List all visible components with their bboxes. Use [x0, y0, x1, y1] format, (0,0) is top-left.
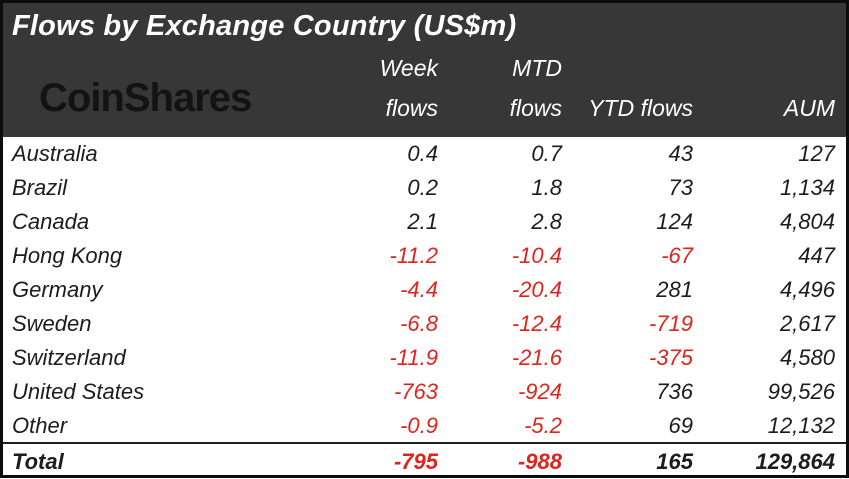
country-label: Other	[12, 412, 68, 438]
ytd-flows-value: -375	[648, 345, 693, 371]
country-label: Germany	[12, 277, 103, 303]
week-flows-value: -11.2	[389, 243, 438, 269]
mtd-flows-value: -20.4	[511, 277, 562, 303]
country-label: Australia	[12, 141, 98, 167]
table-title-row: Flows by Exchange Country (US$m)	[3, 3, 846, 49]
aum-value: 4,804	[779, 209, 835, 235]
week-flows-value: -11.9	[389, 345, 438, 371]
table-row-total: Total -795 -988 165 129,864	[3, 442, 846, 479]
week-flows-value: 0.2	[407, 175, 438, 201]
week-flows-value: -763	[393, 379, 438, 405]
country-label: Sweden	[12, 311, 92, 337]
mtd-flows-value: 2.8	[531, 209, 562, 235]
total-week-flows-value: -795	[306, 442, 444, 479]
coinshares-logo: CoinShares	[39, 75, 252, 120]
ytd-flows-value: -67	[661, 243, 693, 269]
aum-value: 2,617	[779, 311, 835, 337]
table-row-other: Other -0.9 -5.2 69 12,132	[3, 409, 846, 443]
week-flows-value: -6.8	[400, 311, 438, 337]
ytd-flows-value: -719	[648, 311, 693, 337]
table-row-canada: Canada 2.1 2.8 124 4,804	[3, 205, 846, 239]
table-row-brazil: Brazil 0.2 1.8 73 1,134	[3, 171, 846, 205]
mtd-flows-value: -12.4	[511, 311, 562, 337]
page-title: Flows by Exchange Country (US$m)	[3, 3, 846, 49]
total-aum-value: 129,864	[699, 442, 846, 479]
logo-cell: CoinShares	[3, 49, 306, 138]
aum-value: 127	[798, 141, 835, 167]
total-label: Total	[3, 442, 306, 479]
table-row-united-states: United States -763 -924 736 99,526	[3, 375, 846, 409]
aum-value: 12,132	[767, 412, 835, 438]
week-flows-value: -0.9	[400, 412, 438, 438]
table-row-switzerland: Switzerland -11.9 -21.6 -375 4,580	[3, 341, 846, 375]
aum-value: 4,580	[779, 345, 835, 371]
ytd-flows-value: 69	[668, 412, 693, 438]
table-row-germany: Germany -4.4 -20.4 281 4,496	[3, 273, 846, 307]
ytd-flows-value: 281	[656, 277, 693, 303]
week-flows-value: 0.4	[407, 141, 438, 167]
aum-value: 447	[798, 243, 835, 269]
ytd-flows-value: 736	[656, 379, 693, 405]
ytd-flows-value: 124	[656, 209, 693, 235]
table-row-sweden: Sweden -6.8 -12.4 -719 2,617	[3, 307, 846, 341]
column-header-ytd-flows: YTD flows	[568, 49, 699, 138]
ytd-flows-value: 73	[668, 175, 693, 201]
table-row-australia: Australia 0.4 0.7 43 127	[3, 137, 846, 171]
country-label: Switzerland	[12, 345, 126, 371]
mtd-flows-value: 0.7	[531, 141, 562, 167]
column-header-mtd-flows: MTD flows	[444, 49, 568, 138]
column-header-aum: AUM	[699, 49, 846, 138]
aum-value: 99,526	[767, 379, 835, 405]
total-ytd-flows-value: 165	[568, 442, 699, 479]
week-flows-value: -4.4	[400, 277, 438, 303]
mtd-flows-value: -21.6	[511, 345, 562, 371]
mtd-flows-value: -10.4	[511, 243, 562, 269]
country-label: Hong Kong	[12, 243, 123, 269]
aum-value: 4,496	[779, 277, 835, 303]
column-header-week-flows: Week flows	[306, 49, 444, 138]
mtd-flows-value: -5.2	[524, 412, 562, 438]
country-label: Brazil	[12, 175, 68, 201]
aum-value: 1,134	[779, 175, 835, 201]
table-row-hong-kong: Hong Kong -11.2 -10.4 -67 447	[3, 239, 846, 273]
ytd-flows-value: 43	[668, 141, 693, 167]
flows-by-exchange-country-table: Flows by Exchange Country (US$m) CoinSha…	[3, 3, 846, 479]
week-flows-value: 2.1	[407, 209, 438, 235]
column-header-row: CoinShares Week flows MTD flows YTD flow…	[3, 49, 846, 138]
country-label: United States	[12, 379, 145, 405]
country-label: Canada	[12, 209, 90, 235]
total-mtd-flows-value: -988	[444, 442, 568, 479]
mtd-flows-value: -924	[517, 379, 562, 405]
mtd-flows-value: 1.8	[531, 175, 562, 201]
